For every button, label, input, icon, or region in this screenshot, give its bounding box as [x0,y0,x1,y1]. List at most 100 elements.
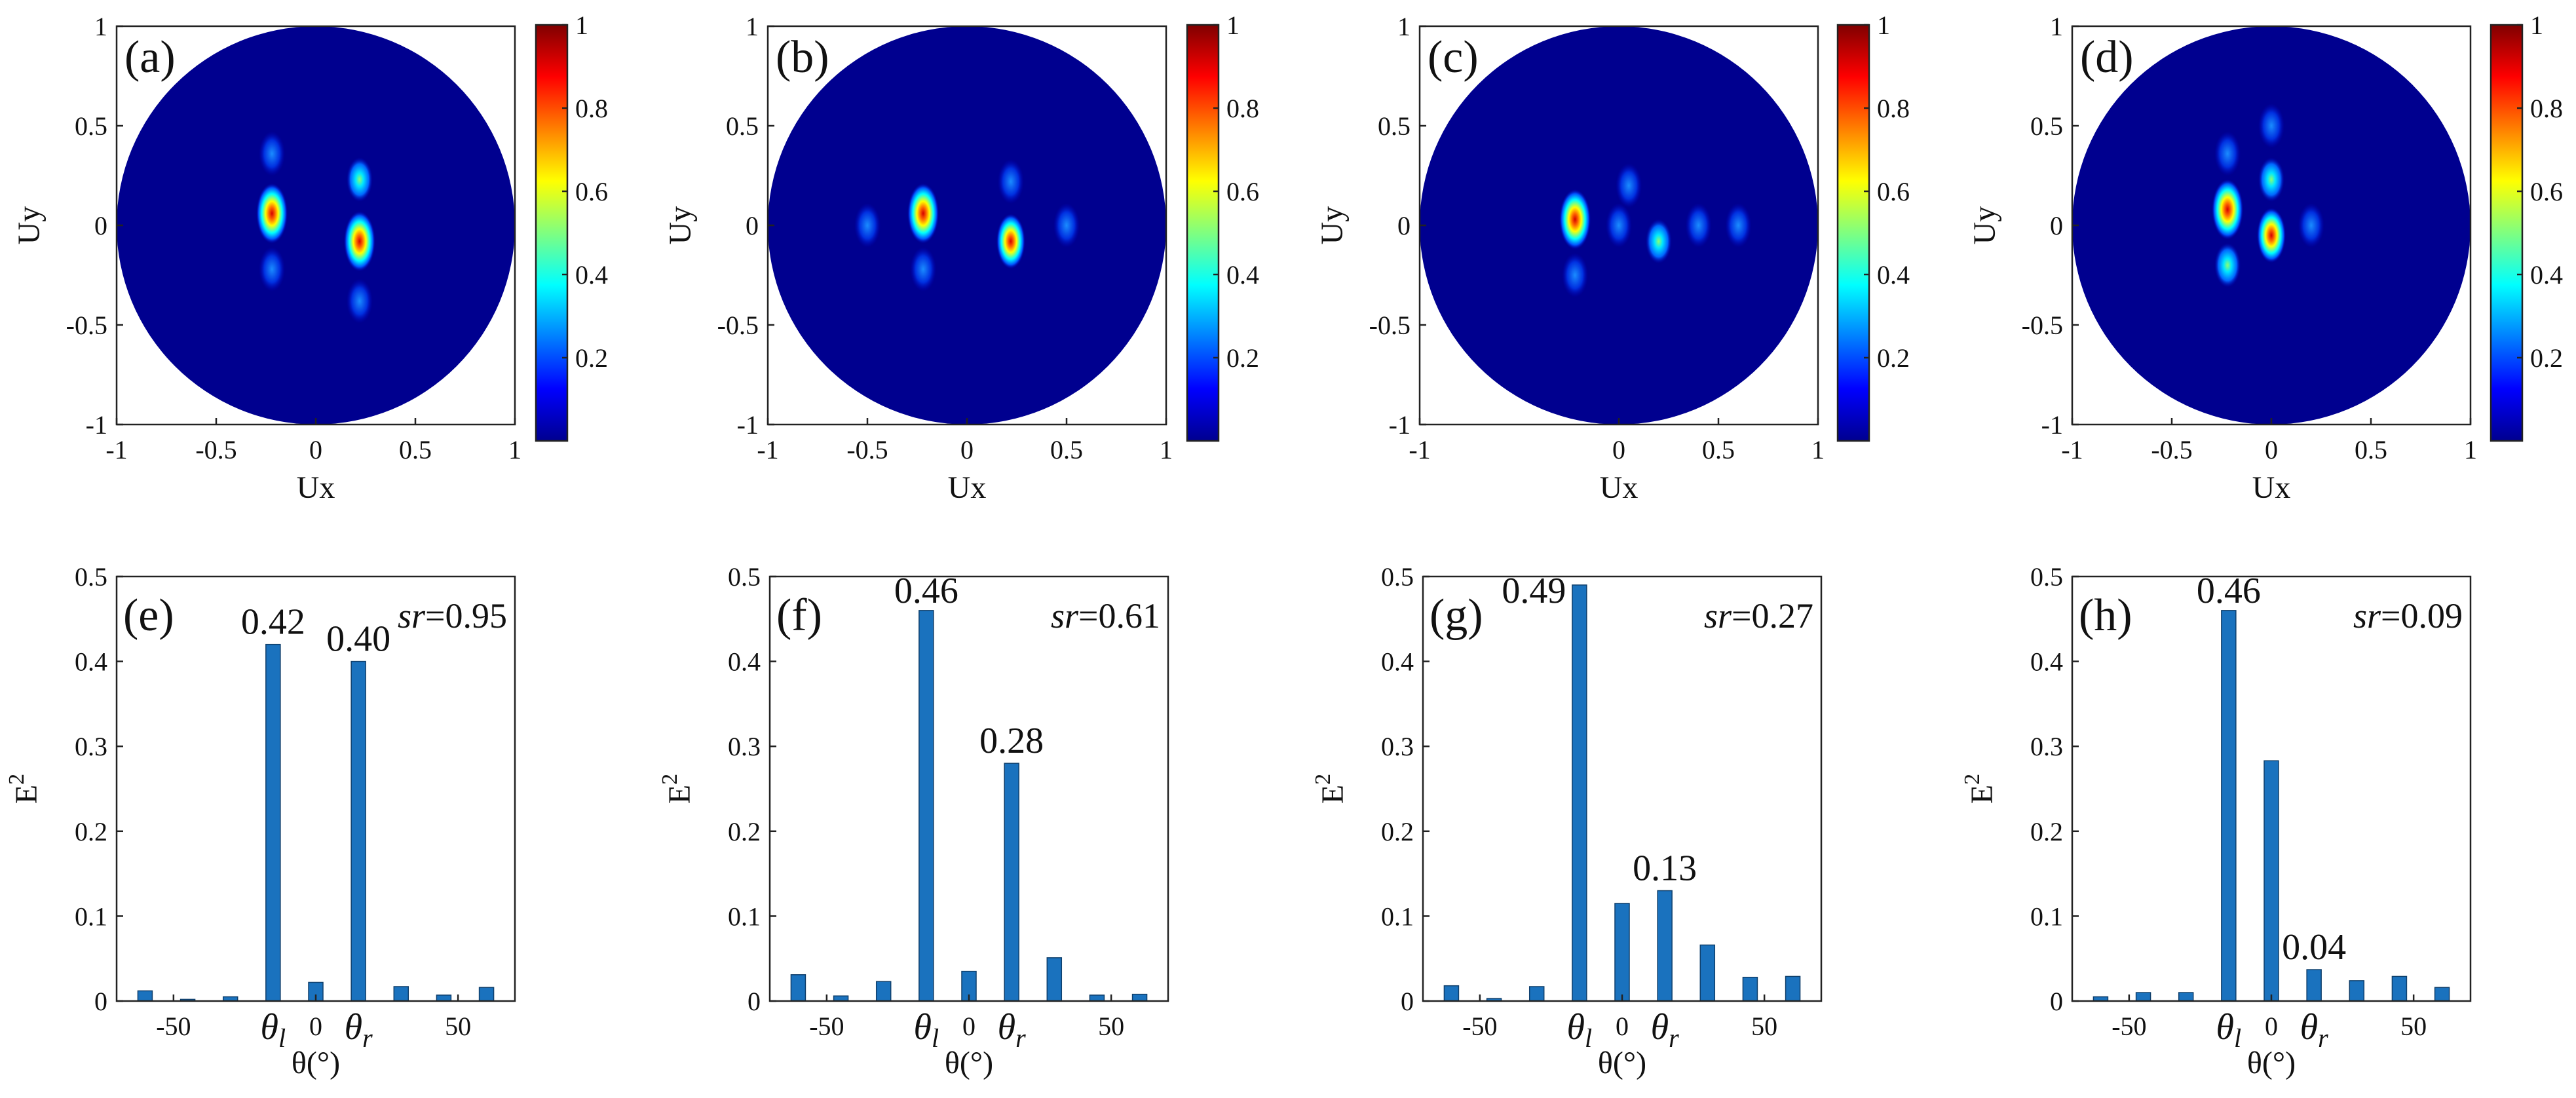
y-tick-label: 0.3 [75,732,107,761]
y-tick-label: 0.3 [728,732,761,761]
colorbar-tick-label: 0.2 [1226,343,1259,373]
bar [2306,969,2322,1002]
theta-r-label: θr [998,1007,1027,1053]
bar [790,974,806,1002]
y-tick-label: 0.1 [2030,901,2063,931]
x-tick-label: -1 [2061,435,2083,464]
beam-peak-1 [996,214,1025,269]
x-tick-label: 50 [1098,1012,1124,1041]
y-tick-label: 0.5 [75,111,107,141]
y-tick-label: 0.5 [1381,562,1414,592]
colorbar-tick-label: 0.8 [2530,94,2563,123]
y-tick-label: 1 [2050,12,2063,41]
colorbar [536,25,567,441]
colorbar-frame [1836,24,1870,442]
bar [2349,980,2365,1002]
bar [1657,890,1673,1002]
beam-peak-1 [1645,219,1672,264]
y-tick-label: 0.4 [1381,647,1414,677]
x-tick-label: -50 [2112,1012,2146,1041]
heatmap-panel-a: -1 -0.5 0 0.5 1 -1 -0.5 0 0.5 1 Ux Uy (a) 0.2 0.4 0.6 0.… [12,10,608,505]
y-tick-label: 0 [1401,987,1414,1016]
bar [875,981,892,1002]
y-tick-label: 0 [94,987,107,1016]
bar [1131,993,1148,1002]
y-tick-label: -0.5 [2022,311,2063,340]
bar [436,994,452,1002]
bar [2434,987,2450,1002]
x-tick-label: 50 [2400,1012,2427,1041]
y-axis-label: E2 [1311,774,1350,804]
theta-l-label: θl [914,1007,939,1053]
y-tick-label: 0.4 [75,647,107,677]
theta-l-label: θl [1567,1007,1593,1053]
colorbar-frame [535,24,569,442]
x-tick-label: 0 [960,435,974,464]
theta-r-label: θr [2300,1007,2329,1053]
x-axis-label: Ux [2252,470,2291,505]
y-tick-label: 0 [748,987,761,1016]
colorbar-tick-label: 0.4 [2530,260,2563,290]
x-axis-label: θ(°) [2247,1046,2296,1080]
colorbar [1187,25,1219,441]
bar [2178,992,2194,1002]
y-tick-label: -1 [737,410,759,440]
x-axis-label: Ux [1600,470,1638,505]
y-tick-label: 0 [2050,987,2063,1016]
y-tick-label: 0.5 [75,562,107,592]
y-tick-label: 0 [94,211,107,240]
x-tick-label: 0.5 [399,435,432,464]
beam-peak-5 [1053,203,1080,248]
panel-label: (e) [123,590,174,641]
x-tick-label: 0.5 [1702,435,1735,464]
y-axis-label: E2 [5,774,44,804]
colorbar-tick-label: 0.8 [575,94,608,123]
theta-l-label: θl [261,1007,286,1053]
y-tick-label: 0.2 [728,817,761,846]
colorbar-frame [2490,24,2524,442]
y-tick-label: 0 [2050,211,2063,240]
x-axis-label: θ(°) [1598,1046,1646,1080]
colorbar-tick-label: 0.8 [1877,94,1910,123]
x-tick-label: 0.5 [2355,435,2387,464]
y-tick-label: 0.5 [1378,111,1411,141]
plot-area [770,577,1168,1001]
colorbar-tick-label: 0.2 [2530,343,2563,373]
value-annotation: 0.42 [241,602,305,643]
x-tick-label: 0 [1616,1012,1629,1041]
x-tick-label: 1 [1811,435,1825,464]
beam-peak-0 [2212,179,2244,240]
x-tick-label: 0 [962,1012,975,1041]
x-tick-label: 1 [1160,435,1173,464]
beam-peak-1 [2257,208,2286,263]
heatmap-panel-b: -1 -0.5 0 0.5 1 -1 -0.5 0 0.5 1 Ux Uy (b) 0.2 0.4 0.6 0.… [663,10,1259,505]
bar [350,660,366,1002]
heatmap-panel-d: -1 -0.5 0 0.5 1 -1 -0.5 0 0.5 1 Ux Uy (d) 0.2 0.4 0.6 0.… [1967,10,2563,505]
y-tick-label: -0.5 [66,311,107,340]
bar [1004,763,1019,1002]
beam-peak-6 [2298,203,2324,248]
y-tick-label: 0.5 [728,562,761,592]
value-annotation: 0.04 [2282,927,2346,968]
y-tick-label: -1 [2041,410,2063,440]
value-annotation: 0.13 [1633,848,1697,889]
colorbar-tick-label: 0.6 [2530,177,2563,206]
beam-peak-3 [259,246,286,292]
x-tick-label: -0.5 [195,435,237,464]
colorbar [2491,25,2522,441]
x-tick-label: -50 [156,1012,191,1041]
x-tick-label: -1 [1409,435,1430,464]
y-tick-label: -1 [1389,410,1411,440]
panel-label: (c) [1428,32,1479,83]
bar-panel-e: 0 0.1 0.2 0.3 0.4 0.5 -50 0 50 θl θrθ(°) E2 0.42 0.40… [5,562,516,1080]
beam-peak-0 [907,183,939,244]
y-tick-label: 0.2 [1381,817,1414,846]
value-annotation: 0.49 [1502,571,1566,611]
heatmap-panel-c: -1 0 0.5 1 -1 -0.5 0 0.5 1 Ux Uy (c) 0.2 0.4 0.6 0.8 1 [1315,10,1910,505]
x-tick-label: 0 [309,435,322,464]
y-axis-label: E2 [658,774,697,804]
bar-panel-f: 0 0.1 0.2 0.3 0.4 0.5 -50 0 50 θl θrθ(°) E2 0.46 0.28… [658,562,1169,1080]
colorbar-tick-label: 1 [1226,10,1240,40]
y-tick-label: 1 [1397,12,1411,41]
